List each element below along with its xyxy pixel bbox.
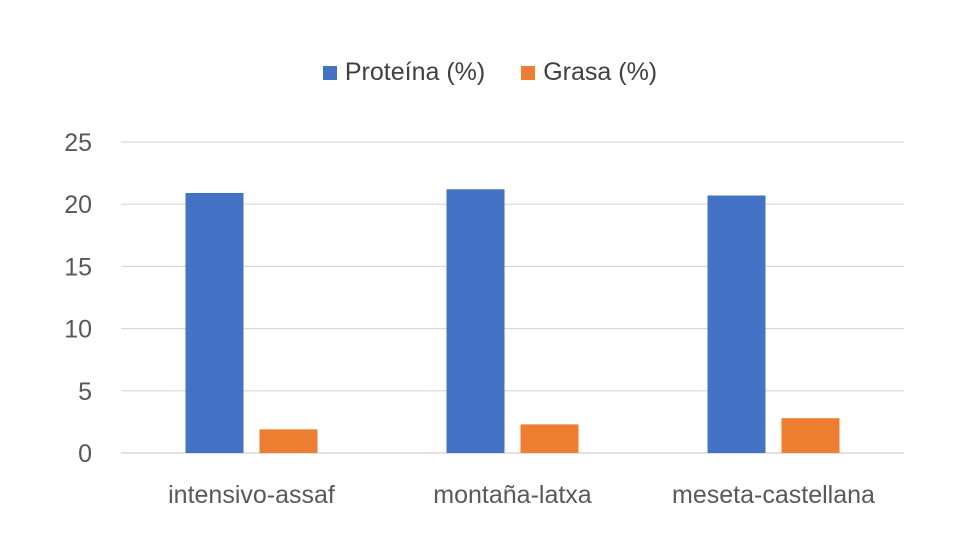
x-tick-label: intensivo-assaf [168, 481, 335, 509]
legend-swatch-grasa [521, 65, 536, 80]
bar-grasa-1 [520, 424, 579, 453]
legend-label-grasa: Grasa (%) [543, 58, 658, 86]
bar-proteina-0 [185, 193, 244, 453]
bar-grasa-2 [781, 418, 840, 453]
legend: Proteína (%) Grasa (%) [0, 58, 980, 87]
legend-item-grasa: Grasa (%) [521, 58, 657, 87]
x-tick-label: montaña-latxa [433, 481, 592, 509]
y-tick-label: 25 [64, 129, 92, 157]
legend-swatch-proteina [322, 65, 337, 80]
bar-proteina-1 [446, 189, 505, 453]
legend-item-proteina: Proteína (%) [322, 58, 486, 87]
bar-proteina-2 [707, 195, 766, 453]
y-tick-label: 15 [64, 253, 92, 281]
y-tick-label: 0 [78, 440, 92, 468]
y-tick-label: 20 [64, 191, 92, 219]
x-tick-label: meseta-castellana [672, 481, 875, 509]
y-tick-label: 10 [64, 316, 92, 344]
y-tick-label: 5 [78, 378, 92, 406]
legend-label-proteina: Proteína (%) [344, 58, 486, 86]
bar-grasa-0 [259, 429, 318, 453]
